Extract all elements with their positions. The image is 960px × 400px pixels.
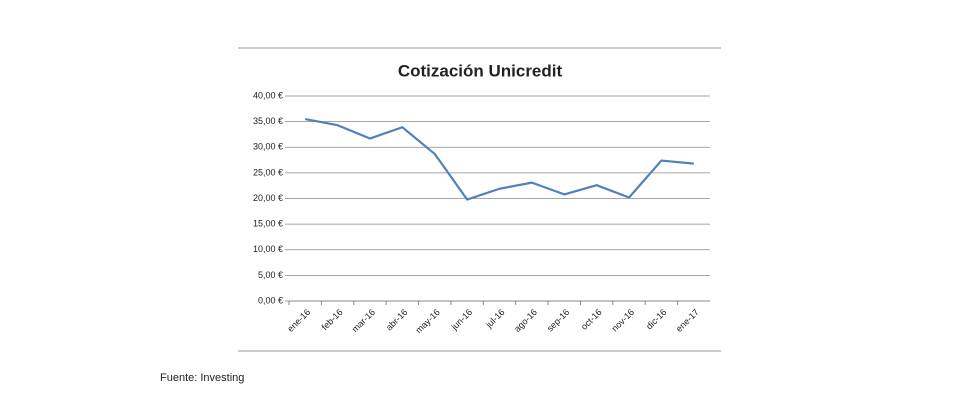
chart-title: Cotización Unicredit — [398, 61, 563, 80]
y-tick-label: 15,00 € — [253, 219, 283, 229]
x-tick-label: oct-16 — [579, 307, 604, 332]
y-tick-label: 25,00 € — [253, 167, 283, 177]
x-tick-label: ago-16 — [512, 307, 539, 334]
x-tick-label: nov-16 — [610, 307, 637, 334]
x-tick-label: jun-16 — [449, 307, 474, 332]
x-tick-label: may-16 — [414, 307, 442, 335]
y-tick-label: 40,00 € — [253, 90, 283, 100]
y-tick-label: 20,00 € — [253, 193, 283, 203]
y-tick-label: 0,00 € — [258, 295, 283, 305]
x-tick-label: ene-16 — [285, 307, 312, 334]
x-tick-label: feb-16 — [320, 307, 345, 332]
x-tick-label: dic-16 — [644, 307, 668, 331]
y-tick-label: 35,00 € — [253, 116, 283, 126]
y-tick-label: 5,00 € — [258, 270, 283, 280]
source-note: Fuente: Investing — [160, 372, 244, 384]
x-tick-label: abr-16 — [384, 307, 409, 332]
x-tick-label: ene-17 — [674, 307, 701, 334]
x-tick-label: sep-16 — [545, 307, 572, 334]
y-tick-label: 30,00 € — [253, 142, 283, 152]
y-tick-label: 10,00 € — [253, 244, 283, 254]
x-tick-label: mar-16 — [350, 307, 377, 334]
price-line — [304, 117, 694, 201]
x-tick-label: jul-16 — [483, 307, 506, 330]
